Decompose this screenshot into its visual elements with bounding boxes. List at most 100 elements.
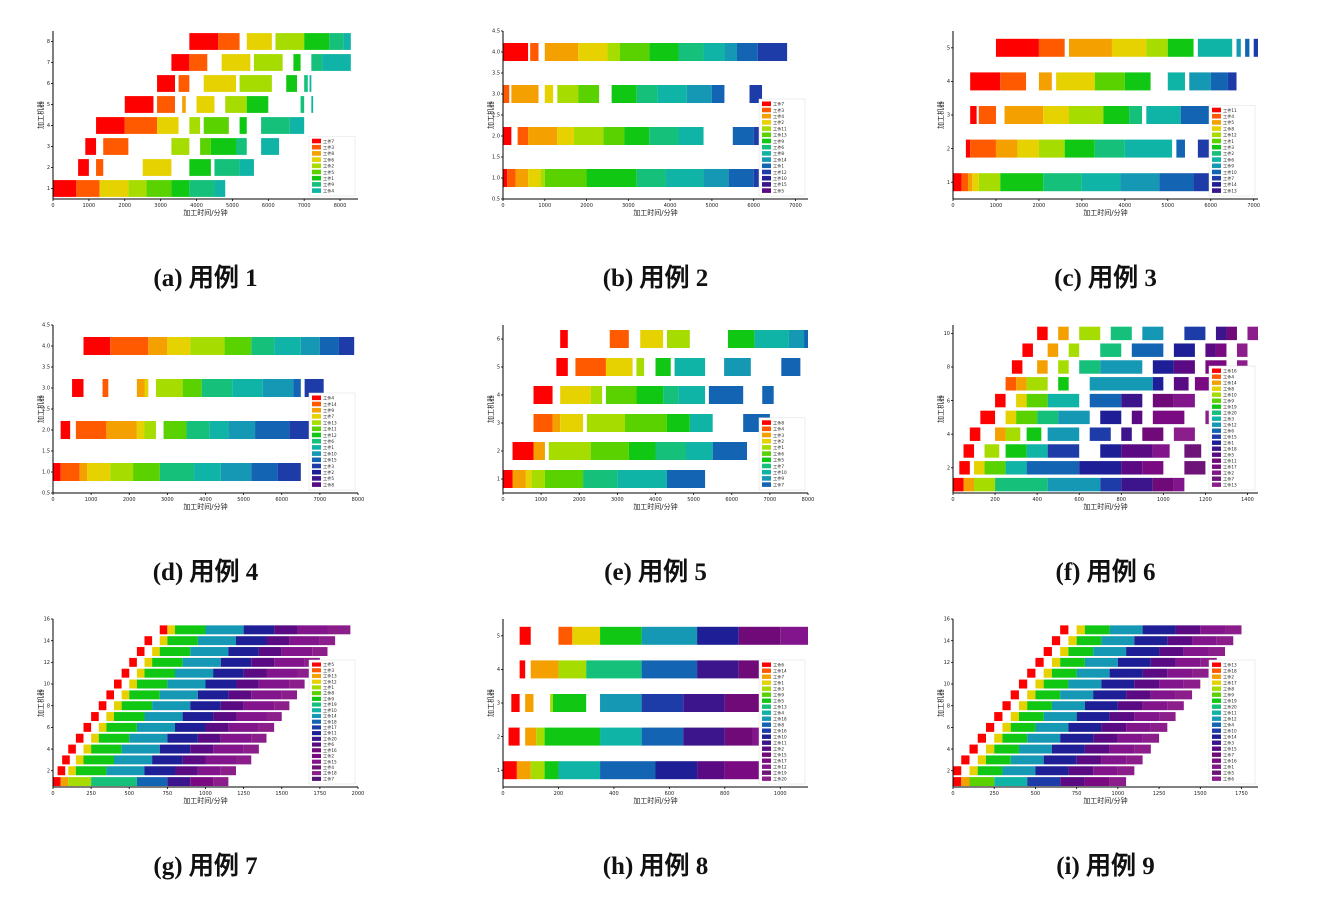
gantt-bar (209, 421, 229, 439)
legend-label: 工件2 (1223, 673, 1234, 680)
legend-label: 工件19 (1223, 403, 1237, 410)
gantt-bar (969, 427, 981, 441)
legend-label: 工件19 (1223, 697, 1237, 704)
gantt-bar (1002, 701, 1011, 711)
gantt-bar (96, 117, 125, 134)
gantt-bar (1026, 444, 1048, 458)
gantt-bar (159, 463, 195, 481)
legend-label: 工件7 (323, 138, 334, 145)
gantt-bar (1005, 444, 1027, 458)
gantt-bar (98, 722, 107, 732)
gantt-bar (708, 386, 744, 404)
x-tick-label: 3000 (622, 203, 635, 209)
legend-swatch (1212, 458, 1221, 463)
gantt-panel-9: 0 250 500 750 1000 1250 1500 1750 2 4 6 8 10 12 14 16 加工… (936, 614, 1268, 814)
x-axis-title: 加工时间/分钟 (633, 796, 677, 805)
legend-swatch (312, 742, 321, 747)
gantt-bar (1047, 477, 1101, 492)
gantt-bar (515, 169, 529, 187)
legend-swatch (312, 685, 321, 690)
gantt-bar (60, 463, 80, 481)
legend-swatch (762, 107, 771, 113)
gantt-bar (1094, 72, 1125, 91)
x-tick-label: 1750 (1235, 791, 1248, 797)
gantt-bar (1079, 326, 1101, 341)
gantt-bar (1205, 343, 1216, 357)
legend-swatch (762, 770, 771, 775)
gantt-bar (197, 733, 221, 743)
gantt-bar (144, 379, 149, 397)
gantt-bar (136, 668, 145, 678)
gantt-bar (213, 777, 229, 787)
legend-label: 工件1 (1223, 138, 1234, 145)
legend-swatch (312, 759, 321, 764)
legend-label: 工件6 (773, 144, 784, 151)
gantt-bar (649, 43, 679, 61)
gantt-bar (136, 679, 168, 689)
legend-swatch (1212, 476, 1221, 481)
gantt-bar (1167, 701, 1184, 711)
gantt-bar (1093, 733, 1118, 743)
gantt-panel-6: 0 200 400 600 800 1000 1200 1400 2 4 6 8 10 加工时间/分钟 加工… (936, 320, 1268, 520)
gantt-bar (572, 626, 601, 645)
gantt-bar (1058, 360, 1069, 374)
legend-swatch (312, 679, 321, 684)
gantt-bar (110, 337, 149, 355)
gantt-bar (600, 761, 656, 780)
gantt-chart-svg: 0 200 400 600 800 1000 1 2 3 4 5 加工时间/分钟 加工机器 工件6工件14… (486, 619, 808, 805)
legend-swatch (1212, 482, 1221, 487)
y-tick-label: 1.0 (42, 470, 50, 476)
legend-swatch (312, 753, 321, 759)
y-tick-label: 12 (44, 660, 50, 666)
x-tick-label: 7000 (298, 203, 311, 209)
gantt-bar (78, 159, 89, 176)
gantt-bar (300, 337, 320, 355)
gantt-bar (1076, 668, 1110, 678)
gantt-chart-svg: 0 1000 2000 3000 4000 5000 6000 7000 8000 0.5 1.0 1… (36, 323, 364, 511)
gantt-bar (258, 722, 275, 732)
gantt-bar (666, 414, 690, 432)
gantt-bar (1183, 679, 1201, 689)
gantt-bar (590, 442, 629, 460)
gantt-bar (182, 379, 202, 397)
y-tick-label: 3 (497, 701, 500, 707)
gantt-bar (1142, 461, 1164, 475)
gantt-bar (994, 712, 1003, 722)
legend-label: 工件13 (323, 673, 337, 680)
gantt-bar (236, 636, 267, 646)
gantt-bar (1126, 690, 1151, 700)
y-tick-label: 4 (47, 747, 50, 753)
y-tick-label: 1 (47, 186, 50, 192)
legend-swatch (1212, 132, 1221, 138)
gantt-bar (1093, 647, 1127, 656)
y-tick-label: 5 (497, 634, 500, 640)
legend-label: 工件1 (773, 679, 784, 686)
legend-label: 工件3 (323, 667, 334, 674)
legend-swatch (1212, 107, 1221, 113)
gantt-bar (274, 701, 290, 711)
x-tick-label: 7000 (789, 203, 802, 209)
gantt-bar (243, 668, 267, 678)
gantt-bar (970, 106, 977, 124)
gantt-bar (167, 625, 175, 635)
gantt-bar (1038, 72, 1052, 91)
y-tick-label: 1.0 (492, 176, 500, 182)
chart-caption: (c) 用例 3 (1054, 265, 1157, 292)
gantt-bar (144, 421, 156, 439)
gantt-bar (959, 461, 970, 475)
gantt-bar (114, 701, 122, 711)
gantt-bar (507, 169, 516, 187)
gantt-bar (1089, 377, 1153, 391)
gantt-bar (1152, 444, 1170, 458)
y-tick-label: 2 (947, 146, 950, 152)
legend-swatch (1212, 175, 1221, 181)
gantt-bar (578, 43, 608, 61)
gantt-bar (995, 38, 1039, 57)
gantt-bar (1215, 343, 1227, 357)
gantt-bar (1043, 173, 1082, 192)
gantt-panel-7: 0 250 500 750 1000 1250 1500 1750 2000 2 4 6 8 10 12 14… (36, 614, 368, 814)
gantt-bar (1225, 625, 1242, 635)
gantt-bar (953, 173, 962, 192)
legend-swatch (312, 708, 321, 713)
x-tick-label: 1000 (85, 497, 98, 503)
